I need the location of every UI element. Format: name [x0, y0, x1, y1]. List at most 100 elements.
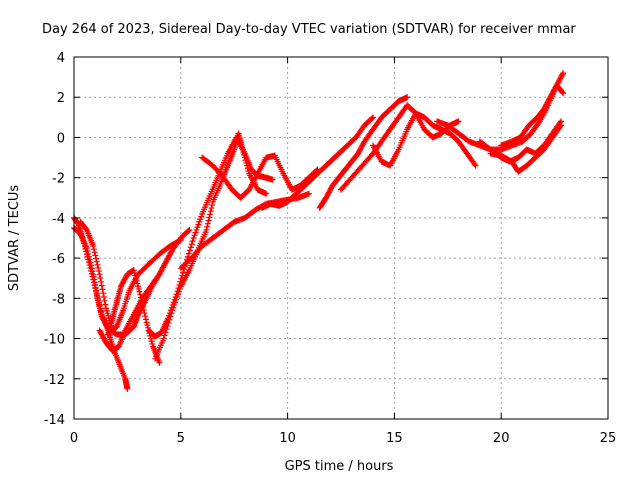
data-point — [190, 235, 197, 241]
data-point — [130, 267, 137, 274]
data-point — [185, 250, 192, 257]
data-point — [165, 319, 172, 326]
data-point — [195, 221, 202, 228]
data-point — [305, 190, 312, 197]
data-point — [97, 305, 104, 312]
data-point — [186, 247, 193, 254]
y-tick-label: -6 — [52, 252, 65, 267]
data-point — [156, 359, 163, 366]
data-point — [98, 278, 105, 285]
data-point — [207, 208, 214, 215]
x-tick-label: 5 — [177, 431, 185, 446]
data-point — [82, 245, 89, 252]
series-track-2 — [71, 214, 131, 392]
data-point — [241, 154, 248, 161]
data-point — [558, 122, 565, 129]
data-point — [180, 269, 187, 276]
data-point — [162, 329, 169, 336]
data-point — [241, 151, 248, 158]
y-tick-label: -8 — [52, 292, 65, 307]
data-point — [100, 293, 107, 300]
data-point — [95, 299, 102, 306]
data-point — [269, 176, 276, 183]
data-point — [244, 165, 251, 172]
data-point — [174, 293, 181, 300]
data-point — [91, 282, 98, 289]
data-point — [240, 149, 247, 156]
chart-title: Day 264 of 2023, Sidereal Day-to-day VTE… — [42, 22, 576, 37]
data-point — [93, 258, 100, 265]
data-point — [205, 217, 212, 224]
data-point — [191, 232, 198, 239]
data-point — [196, 218, 203, 225]
data-point — [557, 123, 564, 130]
x-axis-label: GPS time / hours — [285, 459, 394, 474]
x-tick-label: 20 — [493, 431, 510, 446]
x-tick-label: 10 — [279, 431, 296, 446]
series-track-4 — [77, 218, 184, 334]
grid — [74, 57, 608, 419]
data-point — [143, 319, 150, 326]
data-point — [206, 214, 213, 221]
data-point — [194, 224, 201, 231]
data-point — [166, 316, 173, 323]
data-point — [163, 326, 170, 333]
data-point — [204, 220, 211, 227]
data-point — [94, 293, 101, 300]
series-track-8 — [177, 190, 312, 272]
data-point — [174, 291, 181, 298]
data-point — [94, 261, 101, 268]
y-tick-label: -12 — [44, 373, 65, 388]
data-point — [176, 285, 183, 292]
data-point — [472, 162, 479, 169]
y-tick-label: 2 — [57, 91, 65, 106]
data-point — [455, 118, 462, 125]
series-track-11 — [316, 94, 411, 211]
data-point — [203, 226, 210, 233]
data-point — [135, 283, 142, 290]
data-point — [172, 299, 179, 306]
data-point — [102, 301, 109, 308]
data-point — [208, 205, 215, 212]
data-point — [91, 249, 98, 256]
data-point — [88, 270, 95, 277]
y-tick-label: -14 — [44, 413, 65, 428]
data-point — [93, 288, 100, 295]
data-point — [161, 332, 168, 339]
y-axis-label: SDTVAR / TECUs — [7, 185, 22, 292]
data-point — [171, 302, 178, 309]
data-point — [186, 226, 193, 233]
data-point — [185, 227, 192, 234]
data-point — [140, 306, 147, 313]
data-point — [193, 226, 200, 233]
data-point — [160, 335, 167, 342]
data-point — [90, 246, 97, 253]
data-point — [189, 238, 196, 245]
data-point — [80, 237, 87, 244]
data-point — [87, 264, 94, 271]
data-point — [96, 271, 103, 278]
y-tick-label: -4 — [52, 212, 65, 227]
data-point — [144, 322, 151, 329]
series-track-17 — [498, 82, 567, 149]
data-point — [192, 229, 199, 236]
data-point — [188, 241, 195, 248]
y-tick-label: 0 — [57, 131, 65, 146]
data-point — [147, 335, 154, 342]
data-point — [96, 302, 103, 309]
data-point — [83, 251, 90, 258]
y-tick-label: -2 — [52, 172, 65, 187]
data-point — [90, 276, 97, 283]
data-point — [175, 288, 182, 295]
data-point — [239, 146, 246, 153]
data-point — [145, 324, 152, 331]
data-point — [88, 267, 95, 274]
data-point — [98, 282, 105, 289]
data-point — [167, 313, 174, 320]
data-point — [560, 90, 567, 97]
data-point — [204, 223, 211, 230]
data-point — [141, 310, 148, 317]
data-point — [84, 253, 91, 260]
data-point — [142, 316, 149, 323]
